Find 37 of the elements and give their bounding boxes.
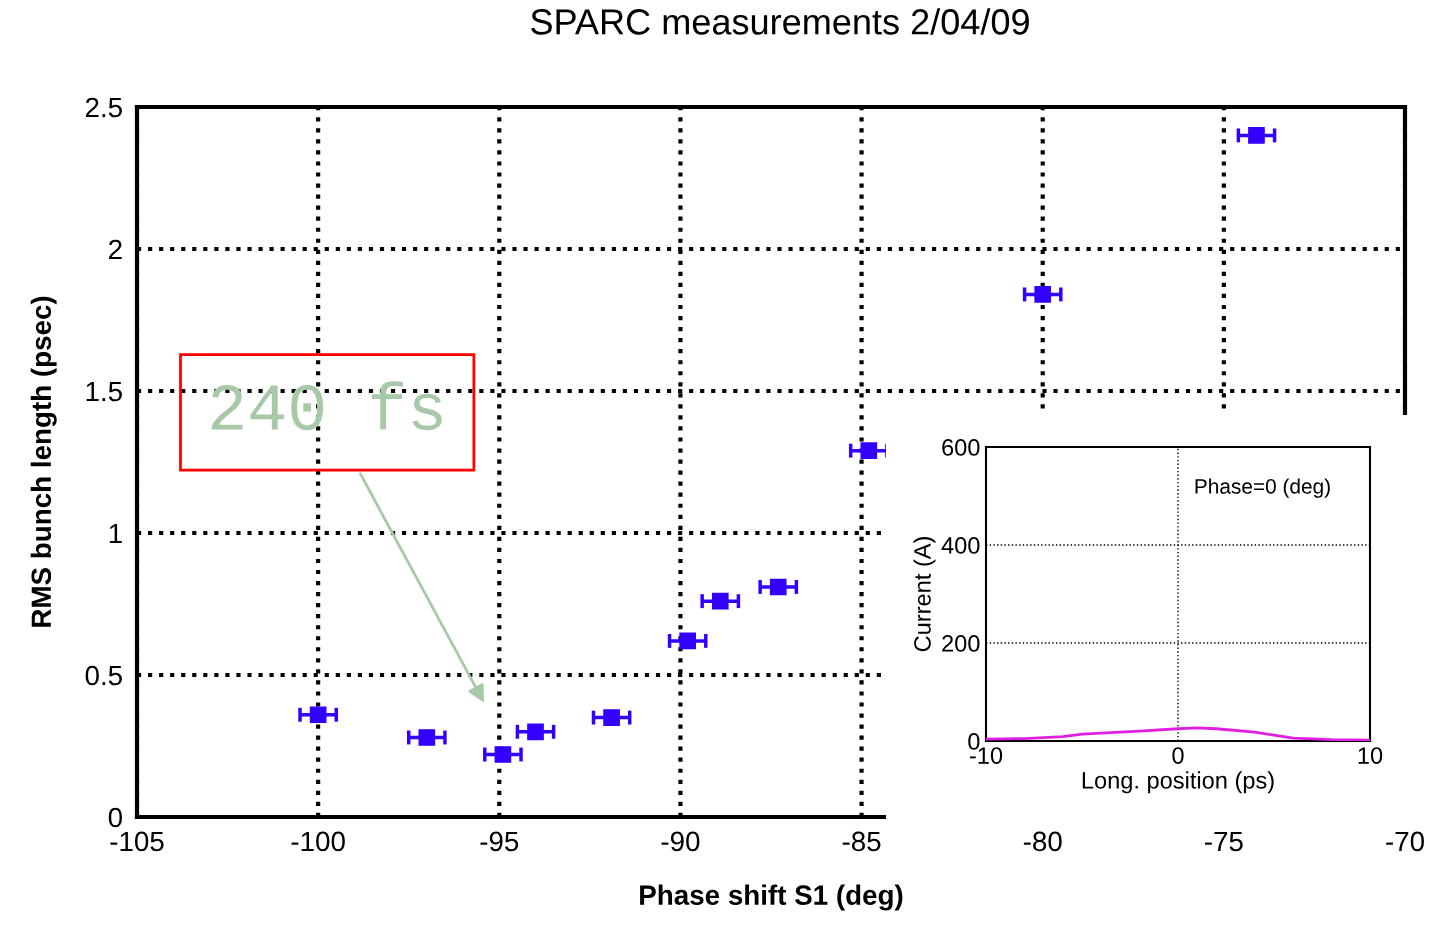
- y-tick-label: 0.5: [85, 665, 122, 686]
- y-tick-label: 1: [109, 523, 122, 544]
- annotation: Phase=0 (deg): [1195, 478, 1330, 498]
- y-tick-label: 200: [942, 635, 980, 652]
- y-tick-label: 1.5: [86, 381, 122, 402]
- y-tick-label: 0: [108, 807, 123, 828]
- x-tick-label: -95: [480, 831, 519, 852]
- x-axis-title: Phase shift S1 (deg): [640, 884, 903, 911]
- x-tick-label: -75: [1205, 831, 1243, 852]
- point: [769, 578, 787, 596]
- point: [603, 709, 620, 726]
- x-tick-label: -85: [842, 831, 881, 852]
- y-tick-label: 2.5: [85, 97, 122, 118]
- x-tick-label: 10: [1358, 747, 1383, 764]
- y-tick-label: 400: [941, 537, 980, 554]
- x-tick-label: -105: [110, 831, 164, 852]
- x-axis-title: Long. position (ps): [1082, 771, 1274, 794]
- chart-title: SPARC measurements 2/04/09: [531, 8, 1029, 35]
- point: [527, 723, 544, 741]
- point: [1034, 286, 1052, 303]
- y-axis-title: RMS bunch length (psec): [30, 296, 57, 627]
- x-tick-label: -70: [1386, 831, 1424, 852]
- y-tick-label: 600: [942, 439, 980, 456]
- x-tick-label: -90: [661, 831, 700, 852]
- y-tick-label: 2: [109, 239, 122, 260]
- point: [1248, 127, 1265, 144]
- x-tick-label: -100: [291, 831, 345, 852]
- x-tick-label: 0: [1172, 747, 1184, 764]
- point: [494, 746, 512, 763]
- point: [711, 592, 729, 610]
- y-axis-title: Current (A): [913, 537, 936, 652]
- x-tick-label: -80: [1023, 831, 1062, 852]
- point: [860, 442, 878, 459]
- point: [679, 632, 697, 650]
- annotation: 240 fs: [211, 381, 442, 431]
- point: [418, 729, 436, 746]
- point: [309, 706, 327, 724]
